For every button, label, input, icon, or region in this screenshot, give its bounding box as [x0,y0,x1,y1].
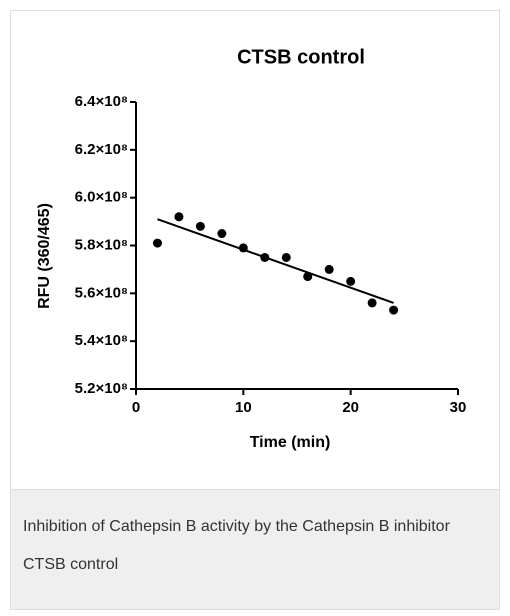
y-tick-label: 5.8×10⁸ [75,236,128,253]
data-point [389,305,399,315]
data-point [281,252,291,262]
x-tick-label: 30 [450,399,467,416]
y-tick-label: 5.2×10⁸ [75,380,128,397]
chart: CTSB control Time (min) RFU (360/465) 5.… [36,46,467,451]
y-tick-label: 6.4×10⁸ [75,93,128,110]
y-tick-label: 6.0×10⁸ [75,189,128,206]
figure-card: CTSB control Time (min) RFU (360/465) 5.… [10,10,500,610]
x-tick-label: 20 [342,399,359,416]
y-tick-label: 6.2×10⁸ [75,141,128,158]
data-point [303,272,313,282]
fit-line [157,218,394,304]
data-point [152,238,162,248]
data-point [367,298,377,308]
data-point [324,264,334,274]
data-point [238,243,248,253]
data-point [174,212,184,222]
data-point [260,252,270,262]
caption: Inhibition of Cathepsin B activity by th… [11,489,499,609]
x-tick-label: 10 [235,399,252,416]
x-tick-label: 0 [132,399,140,416]
data-point [346,276,356,286]
y-axis-label: RFU (360/465) [36,203,53,309]
y-tick-label: 5.6×10⁸ [75,284,128,301]
x-axis-label: Time (min) [250,434,331,451]
chart-title: CTSB control [237,46,365,68]
data-point [217,229,227,239]
y-tick-label: 5.4×10⁸ [75,332,128,349]
data-point [195,221,205,231]
